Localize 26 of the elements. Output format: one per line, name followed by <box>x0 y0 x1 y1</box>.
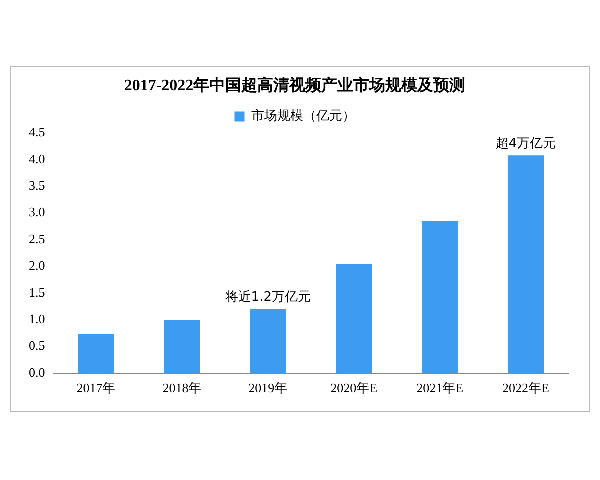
bar <box>422 221 458 374</box>
y-tick-label: 3.5 <box>29 178 46 193</box>
annotation: 超4万亿元 <box>496 136 556 152</box>
x-tick-label: 2017年 <box>76 380 116 396</box>
annotation: 将近1.2万亿元 <box>224 290 311 306</box>
bar <box>164 320 200 374</box>
bar <box>508 156 544 374</box>
y-tick-label: 2.5 <box>29 231 46 246</box>
x-tick-label: 2022年E <box>502 380 550 396</box>
y-tick-label: 0.0 <box>29 364 46 380</box>
y-tick-label: 0.5 <box>29 338 46 354</box>
y-tick-label: 1.5 <box>29 284 46 300</box>
x-tick-label: 2019年 <box>248 380 288 396</box>
x-tick-label: 2020年E <box>330 380 378 396</box>
y-tick-label: 2.0 <box>29 258 46 274</box>
y-tick-label: 4.5 <box>29 124 46 140</box>
bar <box>250 309 286 374</box>
x-tick-label: 2021年E <box>416 380 464 396</box>
bar <box>336 264 372 374</box>
y-tick-label: 3.0 <box>29 204 46 220</box>
chart-title: 2017-2022年中国超高清视频产业市场规模及预测 <box>124 76 466 95</box>
x-tick-label: 2018年 <box>162 380 202 396</box>
bar <box>78 334 114 374</box>
y-tick-label: 1.0 <box>29 311 46 326</box>
legend-label: 市场规模（亿元） <box>251 109 356 124</box>
y-tick-label: 4.0 <box>29 151 46 166</box>
